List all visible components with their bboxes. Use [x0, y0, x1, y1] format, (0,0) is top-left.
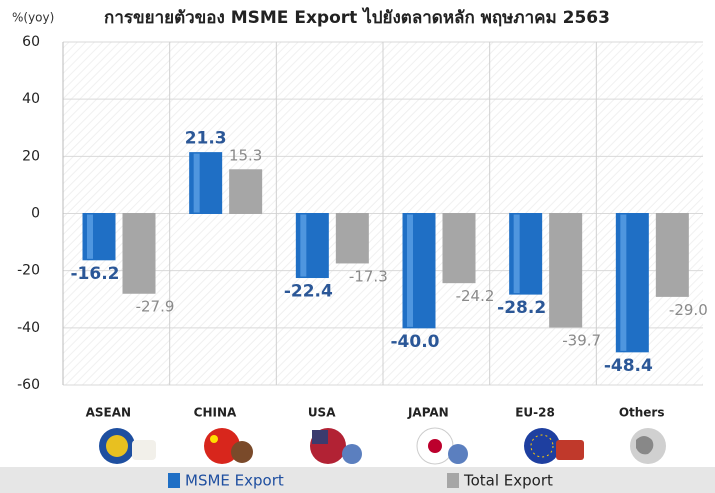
data-label: 21.3	[185, 129, 227, 149]
y-tick-label: -40	[17, 320, 40, 336]
flag-icons	[99, 427, 666, 465]
x-tick-label: USA	[308, 406, 336, 420]
bar-highlight	[407, 214, 413, 327]
bar	[655, 213, 689, 297]
x-tick-label: EU-28	[515, 406, 555, 420]
bar-highlight	[87, 214, 93, 259]
y-tick-label: -60	[17, 377, 40, 393]
data-label: -17.3	[349, 267, 388, 285]
legend-label: Total Export	[463, 472, 553, 490]
data-label: 15.3	[229, 146, 262, 164]
data-label: -48.4	[604, 356, 653, 376]
x-tick-label: Others	[619, 406, 665, 420]
bar	[122, 213, 156, 294]
y-tick-label: 60	[22, 34, 40, 50]
x-tick-label: CHINA	[194, 406, 237, 420]
legend-background	[0, 467, 715, 493]
data-label: -16.2	[71, 264, 120, 284]
bar	[335, 213, 369, 264]
data-label: -39.7	[562, 331, 601, 349]
bar-highlight	[193, 153, 200, 213]
x-tick-label: JAPAN	[407, 406, 449, 420]
bar-highlight	[620, 214, 627, 351]
bar-highlight	[300, 214, 307, 277]
data-label: -24.2	[456, 287, 495, 305]
bar	[229, 169, 263, 214]
data-label: -27.9	[136, 298, 175, 316]
y-axis-label: %(yoy)	[12, 11, 54, 25]
y-tick-label: 40	[22, 91, 40, 107]
bar	[549, 213, 583, 328]
data-label: -40.0	[391, 332, 440, 352]
y-tick-label: 0	[31, 206, 40, 222]
x-tick-label: ASEAN	[86, 406, 131, 420]
chart-title: การขยายตัวของ MSME Export ไปยังตลาดหลัก …	[104, 7, 610, 28]
bar	[442, 213, 476, 284]
legend-label: MSME Export	[185, 472, 284, 490]
legend-swatch	[447, 473, 459, 488]
bar-highlight	[513, 214, 520, 294]
y-tick-label: -20	[17, 263, 40, 279]
data-label: -29.0	[669, 301, 708, 319]
data-label: -22.4	[284, 282, 333, 302]
y-tick-label: 20	[22, 148, 40, 164]
legend-swatch	[168, 473, 180, 488]
data-label: -28.2	[497, 298, 546, 318]
